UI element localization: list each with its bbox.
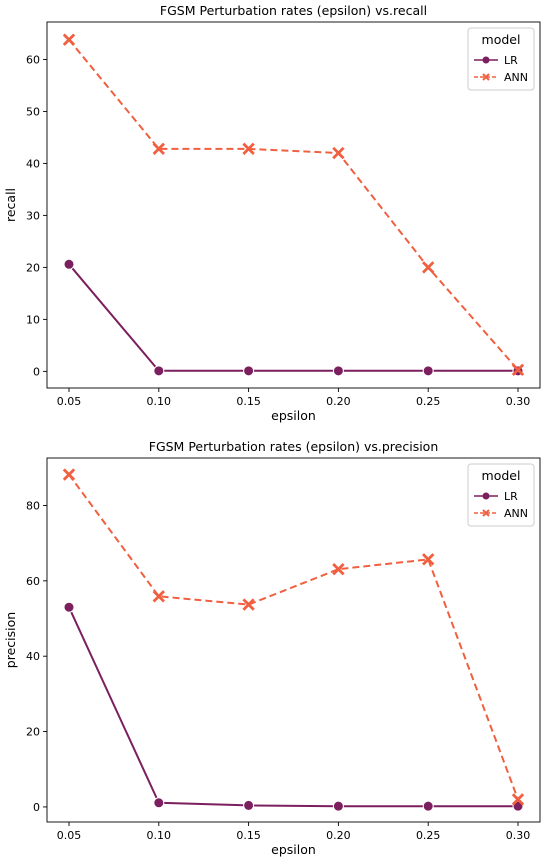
- y-tick-label: 10: [26, 313, 40, 326]
- x-tick-label: 0.05: [57, 829, 82, 842]
- y-axis-label: recall: [3, 188, 18, 222]
- y-tick-label: 0: [33, 365, 40, 378]
- data-point: [422, 261, 435, 274]
- data-point: [511, 793, 525, 806]
- series-lr: [63, 258, 524, 377]
- chart-2: FGSM Perturbation rates (epsilon) vs.pre…: [3, 439, 541, 857]
- data-point: [332, 562, 345, 576]
- y-tick-label: 80: [26, 499, 40, 512]
- data-point: [332, 800, 344, 812]
- x-tick-label: 0.10: [147, 829, 172, 842]
- data-point: [422, 365, 434, 377]
- x-tick-label: 0.15: [236, 829, 261, 842]
- chart-1: FGSM Perturbation rates (epsilon) vs.rec…: [3, 3, 541, 423]
- legend-title: model: [482, 468, 521, 483]
- legend-label-ann: ANN: [504, 71, 528, 84]
- data-point: [152, 142, 165, 156]
- y-tick-label: 30: [26, 209, 40, 222]
- series-lr: [63, 601, 524, 812]
- data-point: [153, 365, 165, 377]
- data-point: [422, 553, 435, 566]
- data-point: [63, 601, 75, 613]
- chart-title: FGSM Perturbation rates (epsilon) vs.pre…: [149, 439, 439, 454]
- data-point: [62, 468, 76, 481]
- legend: model LR ANN: [467, 463, 535, 527]
- data-point: [332, 146, 345, 160]
- y-tick-label: 40: [26, 157, 40, 170]
- y-tick-label: 0: [33, 801, 40, 814]
- x-tick-label: 0.10: [147, 395, 172, 408]
- x-axis-label: epsilon: [271, 408, 316, 423]
- legend-marker: [482, 56, 490, 64]
- data-point: [511, 363, 525, 376]
- x-tick-label: 0.20: [326, 829, 351, 842]
- series-ann: [62, 468, 525, 806]
- legend-marker: [482, 509, 490, 517]
- data-point: [152, 590, 165, 603]
- x-tick-label: 0.15: [236, 395, 261, 408]
- data-point: [242, 142, 255, 156]
- y-tick-label: 60: [26, 575, 40, 588]
- y-tick-label: 50: [26, 105, 40, 118]
- x-axis-label: epsilon: [271, 842, 316, 857]
- data-point: [243, 799, 255, 811]
- y-tick-label: 60: [26, 53, 40, 66]
- legend-marker: [482, 73, 490, 81]
- series-ann: [62, 33, 525, 376]
- chart-title: FGSM Perturbation rates (epsilon) vs.rec…: [160, 3, 427, 18]
- data-point: [62, 33, 76, 46]
- data-point: [422, 800, 434, 812]
- series-line-ann: [68, 39, 519, 371]
- legend-title: model: [482, 32, 521, 47]
- x-tick-label: 0.30: [506, 395, 531, 408]
- legend-label-ann: ANN: [504, 507, 528, 520]
- plot-frame: [46, 21, 541, 389]
- legend-marker: [482, 492, 490, 500]
- y-tick-label: 20: [26, 726, 40, 739]
- x-tick-label: 0.30: [506, 829, 531, 842]
- legend-label-lr: LR: [504, 54, 518, 67]
- series-line-ann: [68, 474, 519, 800]
- y-tick-label: 20: [26, 261, 40, 274]
- x-tick-label: 0.20: [326, 395, 351, 408]
- plot-frame: [46, 457, 541, 823]
- y-axis-label: precision: [3, 612, 18, 668]
- data-point: [63, 258, 75, 270]
- legend-label-lr: LR: [504, 490, 518, 503]
- series-line-lr: [68, 263, 518, 372]
- legend: model LR ANN: [467, 27, 535, 91]
- x-tick-label: 0.05: [57, 395, 82, 408]
- series-line-lr: [68, 606, 518, 808]
- y-tick-label: 40: [26, 650, 40, 663]
- data-point: [332, 365, 344, 377]
- x-tick-label: 0.25: [416, 395, 441, 408]
- data-point: [153, 797, 165, 809]
- x-tick-label: 0.25: [416, 829, 441, 842]
- data-point: [243, 365, 255, 377]
- data-point: [242, 598, 255, 611]
